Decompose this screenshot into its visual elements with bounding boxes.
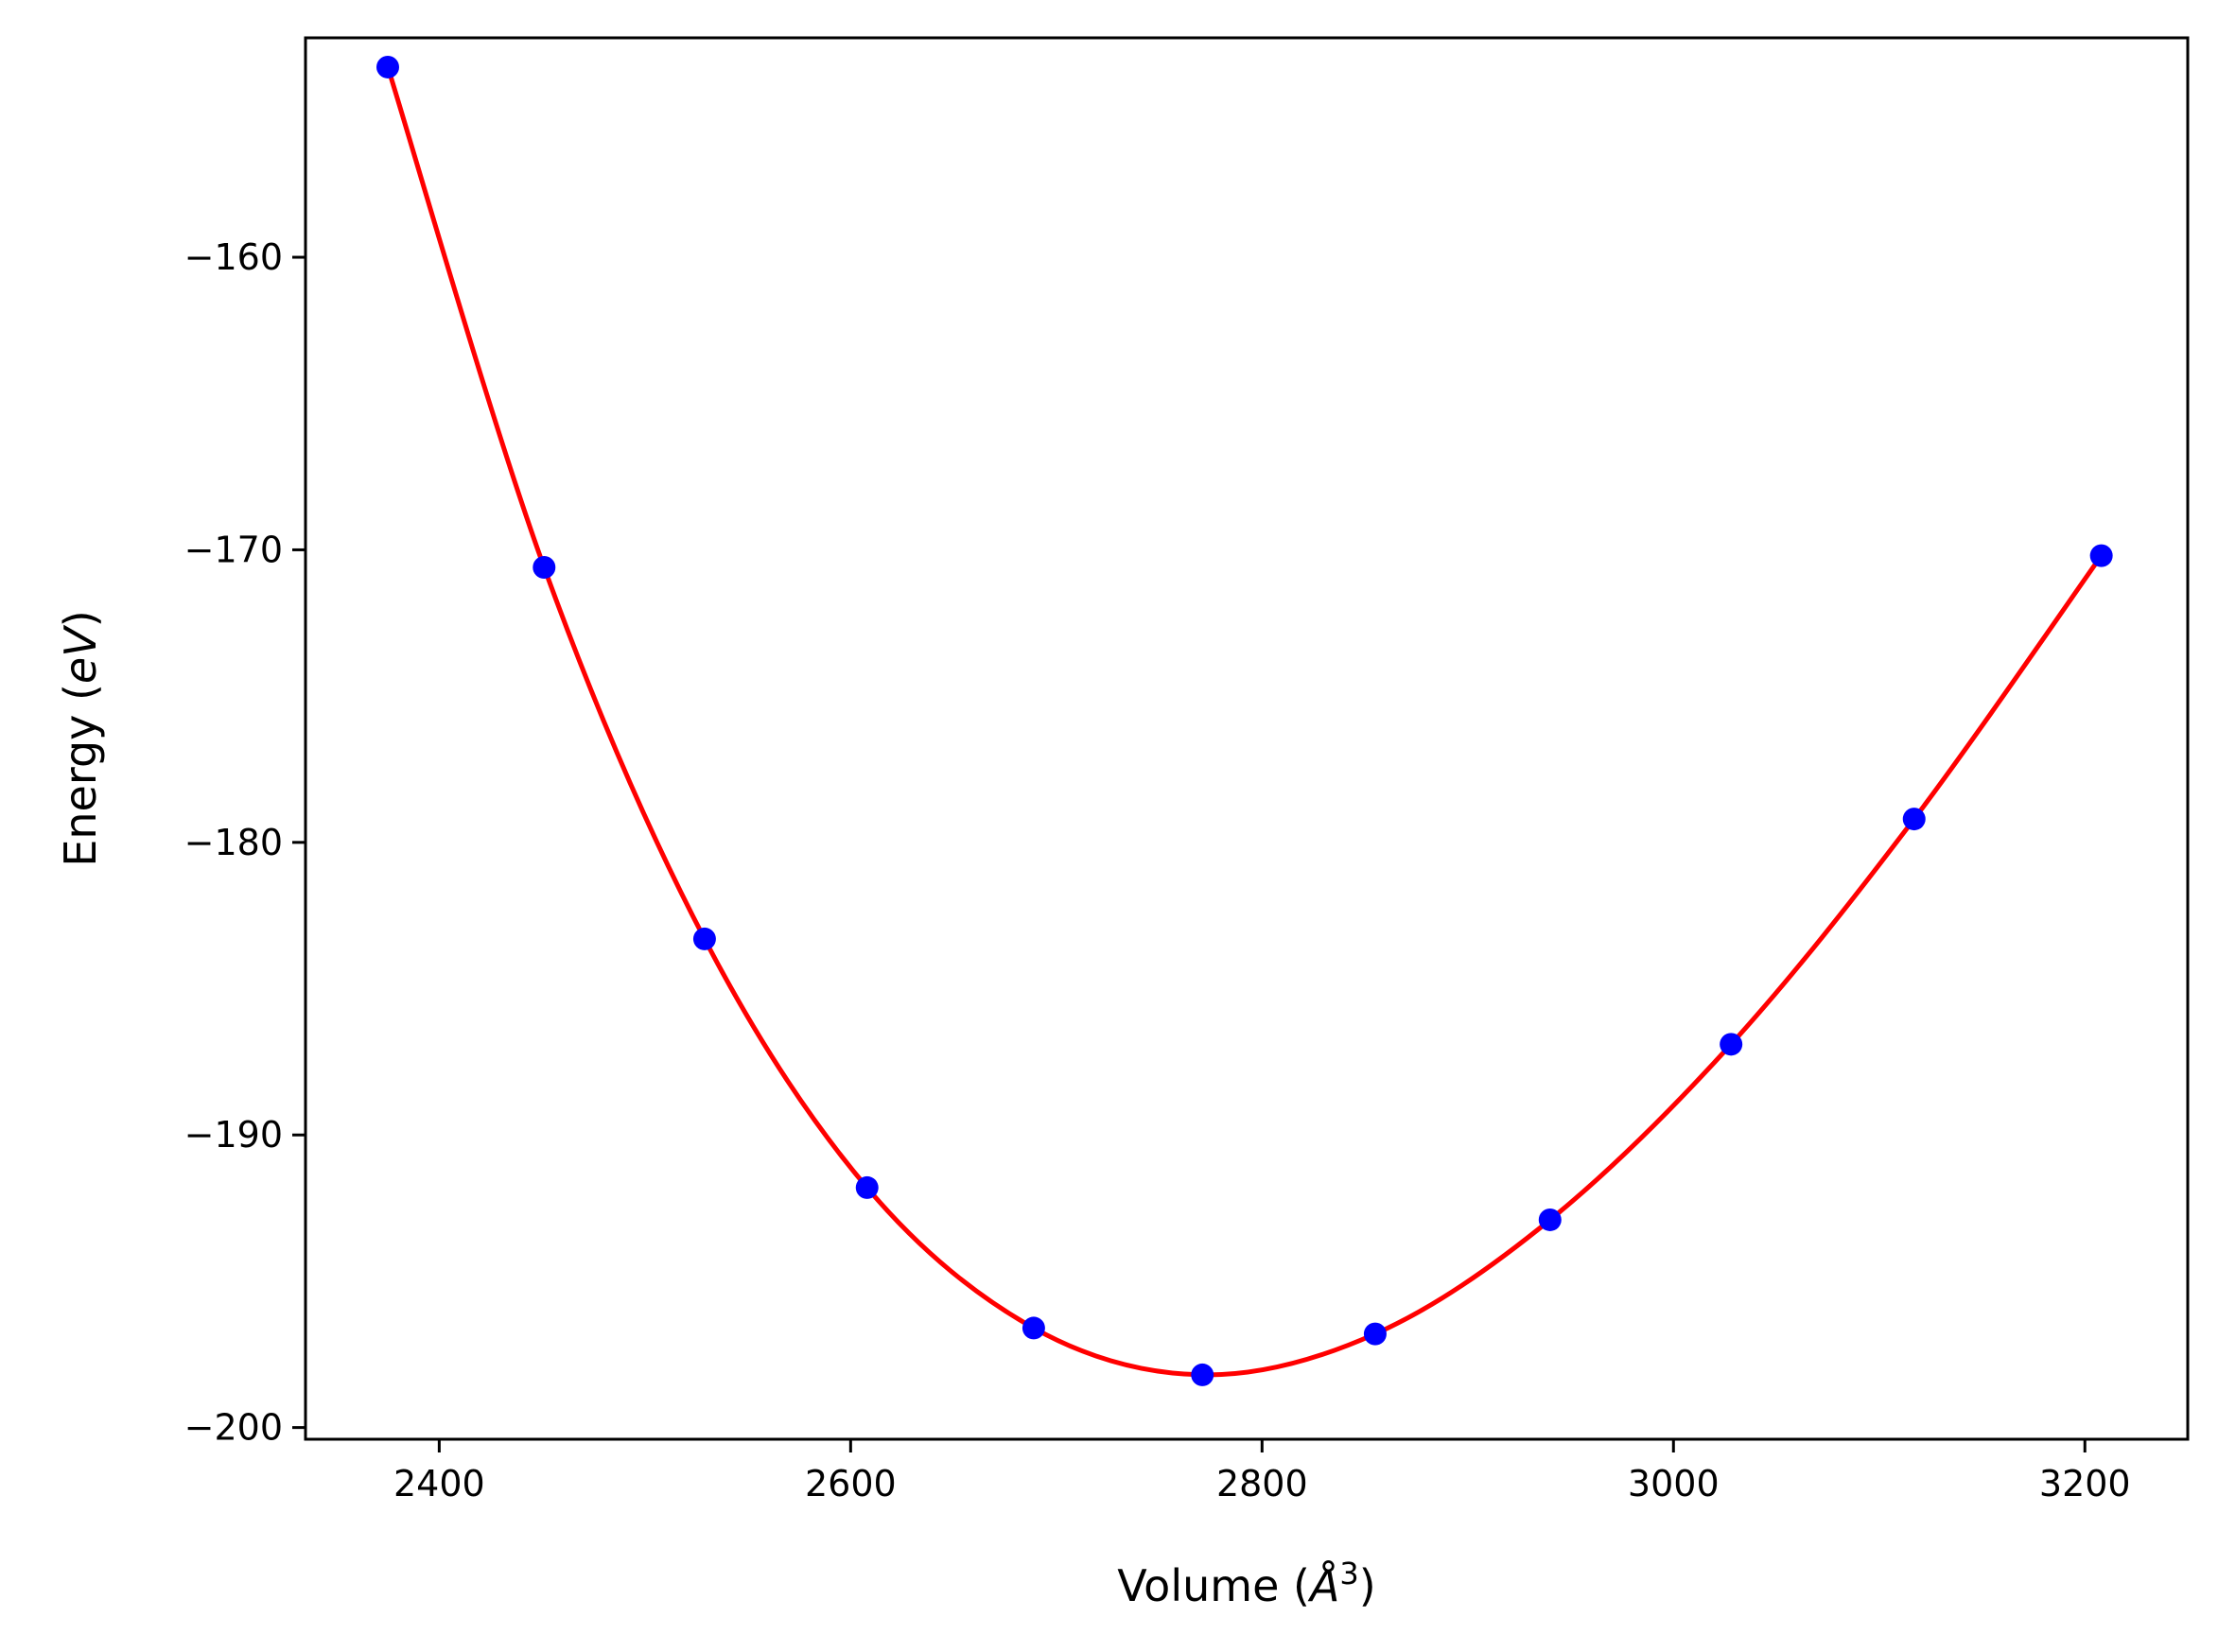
data-point [1191, 1363, 1214, 1386]
data-point [1902, 808, 1926, 831]
plot-frame [304, 36, 2190, 1441]
data-point [855, 1175, 879, 1199]
x-tick-label: 2800 [1216, 1463, 1308, 1504]
x-tick-label: 2400 [393, 1463, 485, 1504]
fit-curve [385, 66, 2104, 1378]
x-axis-ticks: 2400 2600 2800 3000 3200 [393, 1439, 2131, 1504]
x-tick-label: 3000 [1628, 1463, 1720, 1504]
y-tick-label: −200 [184, 1407, 283, 1449]
y-tick-label: −160 [184, 236, 283, 278]
data-point [1720, 1033, 1743, 1056]
y-tick-label: −170 [184, 529, 283, 570]
data-point [1363, 1322, 1387, 1346]
x-axis-label: Volume (Å3) [1117, 1556, 1375, 1611]
y-axis-ticks: −160 −170 −180 −190 −200 [184, 236, 306, 1449]
data-point [2089, 544, 2113, 567]
data-point [375, 55, 399, 78]
data-point [692, 927, 716, 950]
y-tick-label: −190 [184, 1114, 283, 1156]
y-axis-label: Energy (eV) [55, 610, 106, 866]
data-point [1022, 1316, 1045, 1340]
x-tick-label: 2600 [805, 1463, 897, 1504]
data-point [1538, 1208, 1562, 1231]
data-points-layer [375, 55, 2113, 1386]
x-tick-label: 3200 [2039, 1463, 2131, 1504]
data-point [533, 556, 556, 580]
fit-curve-layer [385, 66, 2104, 1378]
y-tick-label: −180 [184, 822, 283, 863]
